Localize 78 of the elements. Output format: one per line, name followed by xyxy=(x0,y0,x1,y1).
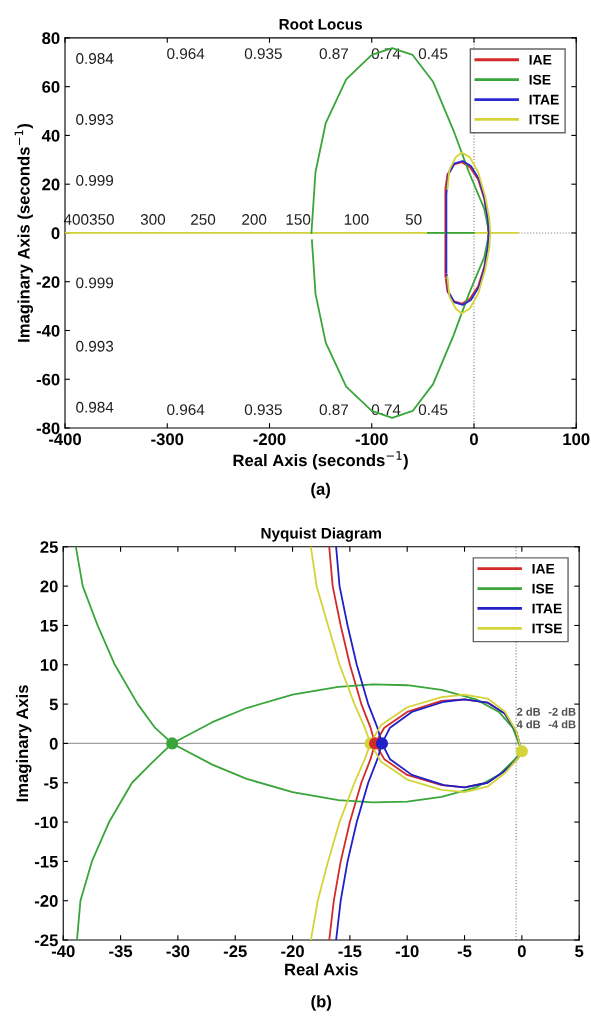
annotation: 2 dB xyxy=(516,707,541,716)
annotation: 200 xyxy=(242,214,267,225)
legend-label: ISE xyxy=(532,583,554,594)
legend-label: IAE xyxy=(532,563,555,574)
x-axis-title: Real Axis xyxy=(285,963,358,976)
x-tick-label: -15 xyxy=(338,945,362,958)
y-tick-label: 0 xyxy=(49,737,58,750)
y-tick-label: 20 xyxy=(40,580,58,593)
x-tick-label: -10 xyxy=(395,945,419,958)
y-tick-label: -15 xyxy=(34,855,58,868)
y-tick-label: -40 xyxy=(36,324,60,337)
annotation: 0.999 xyxy=(76,277,114,289)
annotation: 4 dB xyxy=(516,720,541,729)
annotation: 0.45 xyxy=(418,48,448,60)
text: (b) xyxy=(311,995,332,1011)
legend-label: ITAE xyxy=(532,603,562,614)
annotation: 0.993 xyxy=(76,340,114,352)
y-axis-title: Imaginary Axis (seconds$^{−1}$) xyxy=(14,123,34,342)
annotation: 100 xyxy=(344,214,369,225)
annotation: 300 xyxy=(140,214,166,225)
x-tick-label: -300 xyxy=(151,433,184,446)
x-tick-label: 0 xyxy=(470,433,478,446)
x-tick-label: -200 xyxy=(253,433,286,446)
legend-label: ISE xyxy=(529,74,551,85)
annotation: 0.964 xyxy=(167,404,205,416)
legend-label: ITSE xyxy=(529,114,560,125)
annotation: 0.935 xyxy=(244,404,282,416)
x-tick-label: 0 xyxy=(517,945,526,958)
x-tick-label: -400 xyxy=(48,433,82,446)
x-tick-label: 5 xyxy=(575,945,584,958)
legend-label: ITSE xyxy=(532,623,562,634)
annotation: -2 dB xyxy=(548,707,576,716)
y-tick-label: -20 xyxy=(34,895,58,907)
y-tick-label: -5 xyxy=(44,777,58,789)
annotation: 0.74 xyxy=(371,404,401,416)
annotation: 0.935 xyxy=(244,48,282,60)
y-tick-label: 15 xyxy=(40,620,58,632)
y-tick-label: 25 xyxy=(40,541,58,554)
annotation: 150 xyxy=(286,214,311,225)
annotation: 0.993 xyxy=(76,114,114,125)
annotation: 0.87 xyxy=(319,404,349,416)
y-tick-label: 60 xyxy=(42,81,60,93)
y-tick-label: -60 xyxy=(36,373,60,386)
y-tick-label: -20 xyxy=(36,276,60,288)
chart-title: Nyquist Diagram xyxy=(261,527,381,542)
x-tick-label: -5 xyxy=(457,945,472,958)
y-tick-label: 80 xyxy=(42,32,60,45)
annotation: 0.964 xyxy=(167,48,205,60)
y-tick-label: 0 xyxy=(51,227,60,240)
annotation: -4 dB xyxy=(548,720,576,729)
y-tick-label: 10 xyxy=(40,659,58,671)
x-axis-title: Real Axis (seconds$^{−1}$) xyxy=(233,451,408,470)
annotation: 0.984 xyxy=(76,53,114,64)
x-tick-label: -35 xyxy=(109,945,133,958)
y-tick-label: 40 xyxy=(41,129,60,142)
annotation: 250 xyxy=(191,214,216,225)
annotation: 0.999 xyxy=(76,175,114,186)
y-axis-title: Imaginary Axis xyxy=(15,685,32,802)
text: (a) xyxy=(311,482,330,499)
annotation: 0.87 xyxy=(319,48,349,60)
x-tick-label: -30 xyxy=(166,945,190,958)
y-tick-label: -10 xyxy=(34,816,58,829)
chart-title: Root Locus xyxy=(279,19,362,30)
x-tick-label: 100 xyxy=(563,433,590,446)
x-tick-label: -100 xyxy=(355,433,388,446)
y-tick-label: 20 xyxy=(42,178,60,191)
annotation: 50 xyxy=(405,214,422,225)
annotation: 350 xyxy=(89,214,114,225)
x-tick-label: -25 xyxy=(223,945,247,958)
y-tick-label: -25 xyxy=(34,934,58,947)
line-series xyxy=(310,47,491,419)
x-tick-label: -20 xyxy=(281,945,304,958)
legend-label: ITAE xyxy=(529,94,559,105)
legend-label: IAE xyxy=(529,55,552,65)
annotation: 0.45 xyxy=(418,404,448,416)
y-tick-label: 5 xyxy=(49,698,58,711)
annotation: 0.984 xyxy=(76,401,114,413)
y-tick-label: -80 xyxy=(36,422,60,435)
